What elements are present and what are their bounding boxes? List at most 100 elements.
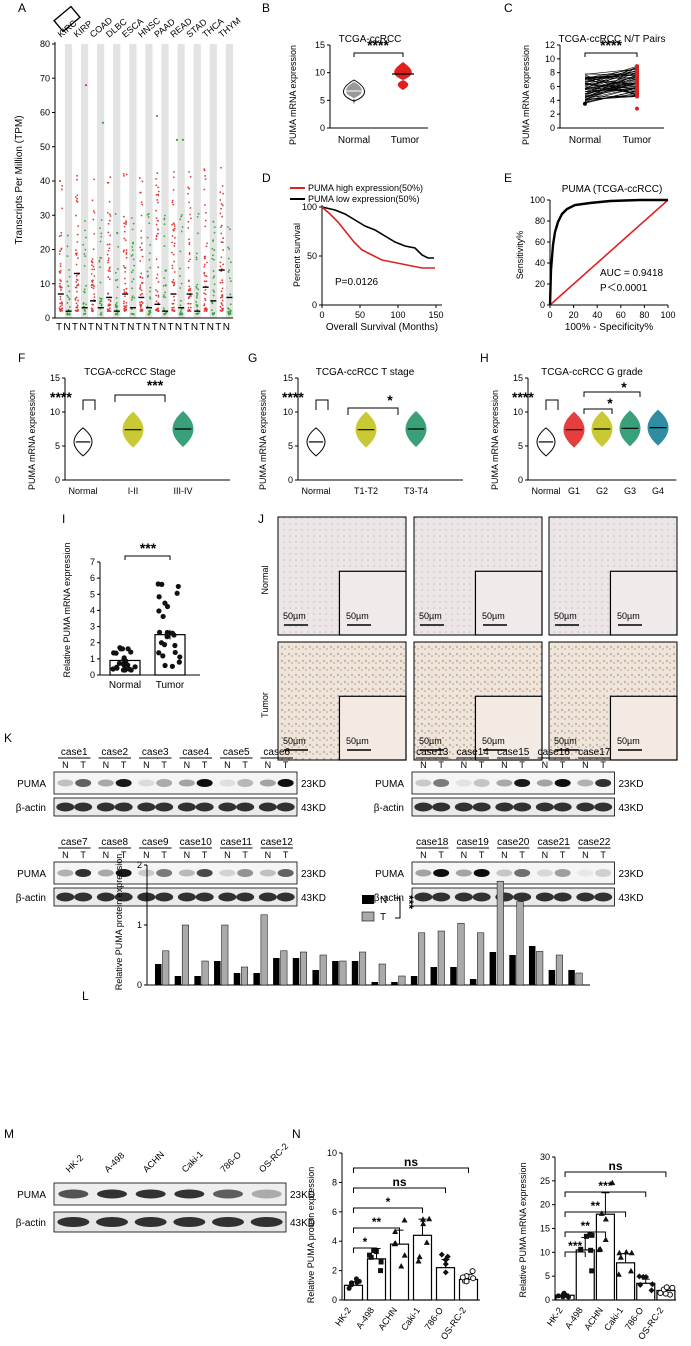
normal-dot xyxy=(100,235,103,238)
tumor-dot xyxy=(188,201,190,204)
tumor-dot xyxy=(140,214,143,217)
tumor-dot xyxy=(125,306,127,309)
survival-low-curve xyxy=(321,206,434,259)
sig-bracket xyxy=(564,1251,586,1257)
tumor-dot xyxy=(61,302,64,305)
tumor-dot xyxy=(139,293,142,296)
normal-dot xyxy=(181,226,184,228)
tumor-dot xyxy=(107,231,110,234)
tumor-dot xyxy=(189,213,192,216)
bar-t xyxy=(555,954,563,986)
tumor-dot xyxy=(157,228,160,231)
panel-a-ytick-label: 0 xyxy=(45,313,50,323)
puma-band-t xyxy=(473,869,490,877)
tumor-dot xyxy=(125,253,128,255)
puma-band-n xyxy=(219,779,236,787)
point xyxy=(649,1281,656,1288)
puma-blot xyxy=(53,1182,287,1206)
normal-dot xyxy=(149,244,152,246)
tumor-dot xyxy=(222,237,225,239)
group-label: Normal xyxy=(301,486,330,496)
scale-label: 50µm xyxy=(346,736,369,746)
tumor-dot xyxy=(155,193,158,196)
tumor-dot xyxy=(61,188,63,191)
tumor-dot xyxy=(59,308,61,311)
tumor-dot xyxy=(108,310,111,312)
panel-letter-c: C xyxy=(504,1,513,15)
normal-dot xyxy=(116,286,119,289)
normal-dot xyxy=(100,313,103,316)
panel-a-ytick-label: 10 xyxy=(40,279,50,289)
normal-dot xyxy=(85,303,87,306)
scale-label: 50µm xyxy=(617,611,640,621)
normal-dot xyxy=(227,246,230,249)
tumor-dot xyxy=(59,180,62,183)
panel-i-group-tumor: Tumor xyxy=(156,680,185,691)
puma-band-t xyxy=(196,779,213,787)
tumor-dot xyxy=(203,263,206,266)
puma-band-t xyxy=(433,779,450,787)
lane-n: N xyxy=(542,760,549,770)
actin-blot xyxy=(53,797,298,817)
tumor-dot xyxy=(61,207,64,210)
point xyxy=(398,1262,405,1269)
tumor-dot xyxy=(123,266,126,269)
tumor-point xyxy=(635,69,639,74)
point xyxy=(628,1249,635,1256)
tumor-dot xyxy=(139,287,141,290)
case-label: case13 xyxy=(416,747,449,758)
normal-dot xyxy=(99,227,101,230)
point xyxy=(617,1254,624,1260)
scale-label: 50µm xyxy=(482,736,505,746)
tumor-dot xyxy=(106,243,109,246)
lane-n: N xyxy=(501,850,508,860)
violin-tumor xyxy=(392,62,414,90)
puma-band-n xyxy=(536,869,553,877)
lane-n: N xyxy=(103,760,110,770)
normal-dot xyxy=(131,246,134,248)
group-label: Normal xyxy=(68,486,97,496)
panel-e-ytick-label: 0 xyxy=(540,300,545,310)
tumor-dot xyxy=(155,289,157,291)
lane-n: N xyxy=(420,760,427,770)
kirc-highlight-box xyxy=(53,5,81,33)
tumor-dot xyxy=(91,309,94,312)
sig-label: * xyxy=(386,1195,391,1209)
actin-band xyxy=(173,1217,206,1227)
tumor-dot xyxy=(220,226,222,229)
tumor-dot xyxy=(107,261,109,264)
tumor-dot xyxy=(219,212,222,215)
sample-point xyxy=(164,629,170,636)
normal-dot xyxy=(180,282,183,285)
tumor-dot xyxy=(109,299,112,301)
tumor-dot xyxy=(108,219,111,222)
tumor-dot xyxy=(173,236,176,239)
normal-dot xyxy=(164,270,167,272)
panel-b-group-tumor: Tumor xyxy=(391,135,420,146)
tumor-dot xyxy=(125,249,128,252)
pair-line xyxy=(584,74,638,96)
normal-dot xyxy=(229,293,232,296)
tumor-dot xyxy=(59,305,62,308)
actin-band xyxy=(250,1217,283,1227)
pair-line xyxy=(584,72,638,87)
actin-band xyxy=(96,802,115,812)
panel-e-ytick-label: 80 xyxy=(535,216,545,226)
sample-point xyxy=(160,613,166,620)
normal-dot xyxy=(99,266,102,269)
lane-t: T xyxy=(121,760,127,770)
normal-dot xyxy=(130,308,133,311)
bar-n xyxy=(351,961,359,985)
sample-point xyxy=(172,642,178,649)
lane-t: T xyxy=(202,850,208,860)
tumor-dot xyxy=(155,235,158,238)
bar xyxy=(575,1249,595,1301)
sig-bracket xyxy=(315,399,329,410)
puma-blot xyxy=(53,861,298,885)
normal-dot xyxy=(98,260,101,263)
actin-band xyxy=(218,802,237,812)
puma-band-n xyxy=(97,779,114,787)
tumor-dot xyxy=(156,199,159,201)
tumor-dot xyxy=(221,299,224,302)
normal-band xyxy=(113,44,121,318)
